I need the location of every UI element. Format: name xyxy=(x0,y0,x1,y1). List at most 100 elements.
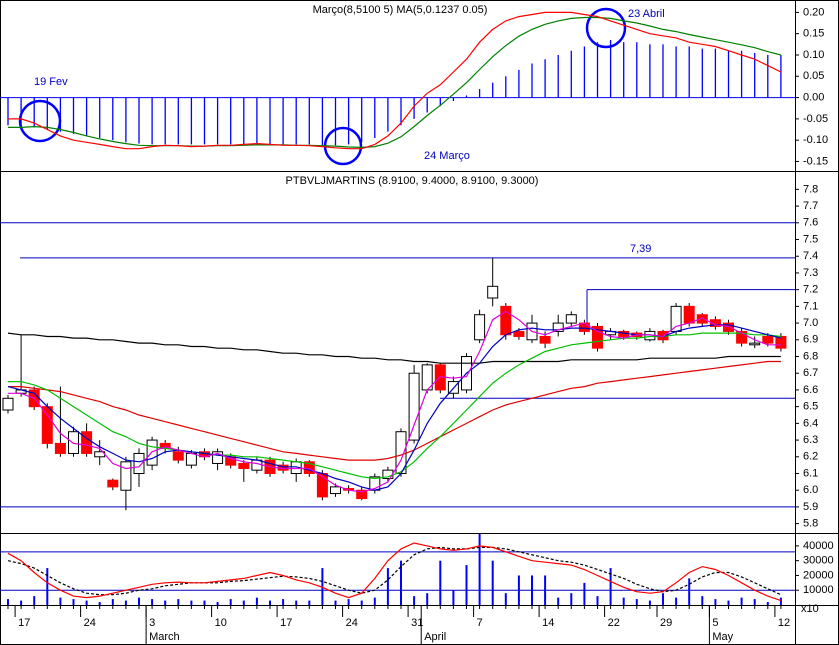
y-tick-label: 7.7 xyxy=(803,200,818,212)
candle-body xyxy=(500,305,512,336)
y-tick-label: 7.1 xyxy=(803,300,818,312)
candle-body xyxy=(513,330,525,337)
candle-body xyxy=(565,314,577,324)
x-tick-label: 17 xyxy=(18,617,30,629)
candle-body xyxy=(2,397,14,411)
candle-body xyxy=(749,342,761,346)
x-tick-label: 24 xyxy=(346,617,358,629)
candle-body xyxy=(172,451,184,461)
candle-body xyxy=(133,452,145,475)
candle-body xyxy=(775,335,787,349)
candle-body xyxy=(552,322,564,332)
candle-body xyxy=(41,406,53,444)
line xyxy=(8,16,782,149)
x-tick-label: 3 xyxy=(149,617,155,629)
y-tick-label: 6.1 xyxy=(803,467,818,479)
y-tick-label: 6.3 xyxy=(803,434,818,446)
candle-body xyxy=(303,461,315,475)
y-tick-label: 0.05 xyxy=(803,70,824,82)
panel xyxy=(0,11,795,150)
x-tick-label: 31 xyxy=(411,617,423,629)
reference-line-label: 7,39 xyxy=(630,243,651,255)
x-tick-label: 17 xyxy=(280,617,292,629)
y-tick-label: -0.10 xyxy=(803,134,828,146)
y-tick-label: 7.3 xyxy=(803,267,818,279)
line xyxy=(8,310,781,493)
line xyxy=(7,546,782,596)
y-tick-label: 7.5 xyxy=(803,233,818,245)
candle-body xyxy=(474,314,486,341)
line xyxy=(7,542,782,602)
candle-body xyxy=(539,335,551,344)
candle-body xyxy=(120,461,132,491)
y-tick-label: 10000 xyxy=(803,584,834,596)
x-tick-label: 29 xyxy=(660,617,672,629)
y-tick-label: 20000 xyxy=(803,569,834,581)
y-tick-label: -0.05 xyxy=(803,113,828,125)
annotation: 19 Fev xyxy=(34,76,68,88)
macd-title: Março(8,5100 5) MA(5,0.1237 0.05) xyxy=(313,4,488,16)
annotation: 24 Março xyxy=(424,150,470,162)
candle-body xyxy=(356,489,368,500)
month-label: May xyxy=(712,631,733,643)
candle-body xyxy=(107,479,119,488)
month-label: March xyxy=(149,631,180,643)
annotation-circle xyxy=(585,7,627,49)
candle-body xyxy=(683,305,695,324)
y-tick-label: 7.4 xyxy=(803,250,818,262)
x-tick-label: 14 xyxy=(542,617,554,629)
y-tick-label: 7.8 xyxy=(803,183,818,195)
y-tick-label: 7.2 xyxy=(803,284,818,296)
panel xyxy=(0,534,795,605)
candle-body xyxy=(723,322,734,332)
candle-body xyxy=(736,330,748,344)
x-tick-label: 22 xyxy=(608,617,620,629)
line xyxy=(7,332,781,364)
x-tick-label: 10 xyxy=(215,617,227,629)
candle-body xyxy=(696,314,708,324)
candle-body xyxy=(762,335,774,344)
y-tick-label: 5.9 xyxy=(803,501,818,513)
month-label: April xyxy=(424,631,446,643)
y-tick-label: 40000 xyxy=(803,540,834,552)
line xyxy=(8,332,781,480)
y-unit-label: x10 xyxy=(801,603,819,615)
y-tick-label: 6.0 xyxy=(803,484,818,496)
line xyxy=(8,11,782,150)
candle-body xyxy=(408,372,420,441)
panel xyxy=(0,222,795,511)
price-title: PTBVLJMARTINS (8.9100, 9.4000, 8.9100, 9… xyxy=(286,175,539,187)
y-tick-label: 0.15 xyxy=(803,28,824,40)
annotation: 23 Abril xyxy=(628,8,665,20)
y-tick-label: 7.6 xyxy=(803,217,818,229)
candle-body xyxy=(68,431,79,454)
y-tick-label: 6.5 xyxy=(803,401,818,413)
x-tick-label: 5 xyxy=(712,617,718,629)
y-tick-label: 0.20 xyxy=(803,6,824,18)
y-tick-label: 30000 xyxy=(803,555,834,567)
y-tick-label: 6.8 xyxy=(803,350,818,362)
candle-body xyxy=(238,462,250,469)
candle-body xyxy=(487,285,499,299)
candle-body xyxy=(592,325,603,349)
y-tick-label: 6.6 xyxy=(803,384,818,396)
y-tick-label: 0.00 xyxy=(803,91,824,103)
candle-body xyxy=(185,452,197,466)
y-tick-label: 6.2 xyxy=(803,451,818,463)
candle-body xyxy=(709,319,721,327)
y-tick-label: 0.10 xyxy=(803,49,824,61)
x-tick-label: 7 xyxy=(477,617,483,629)
candle-body xyxy=(54,442,66,454)
candle-body xyxy=(212,451,224,464)
candle-body xyxy=(81,431,93,454)
y-tick-label: -0.15 xyxy=(803,155,828,167)
candle-body xyxy=(670,305,682,332)
candle-body xyxy=(330,486,341,495)
y-tick-label: 7.0 xyxy=(803,317,818,329)
x-tick-label: 24 xyxy=(84,617,96,629)
candle-body xyxy=(251,459,263,471)
y-tick-label: 6.7 xyxy=(803,367,818,379)
y-tick-label: 6.9 xyxy=(803,334,818,346)
